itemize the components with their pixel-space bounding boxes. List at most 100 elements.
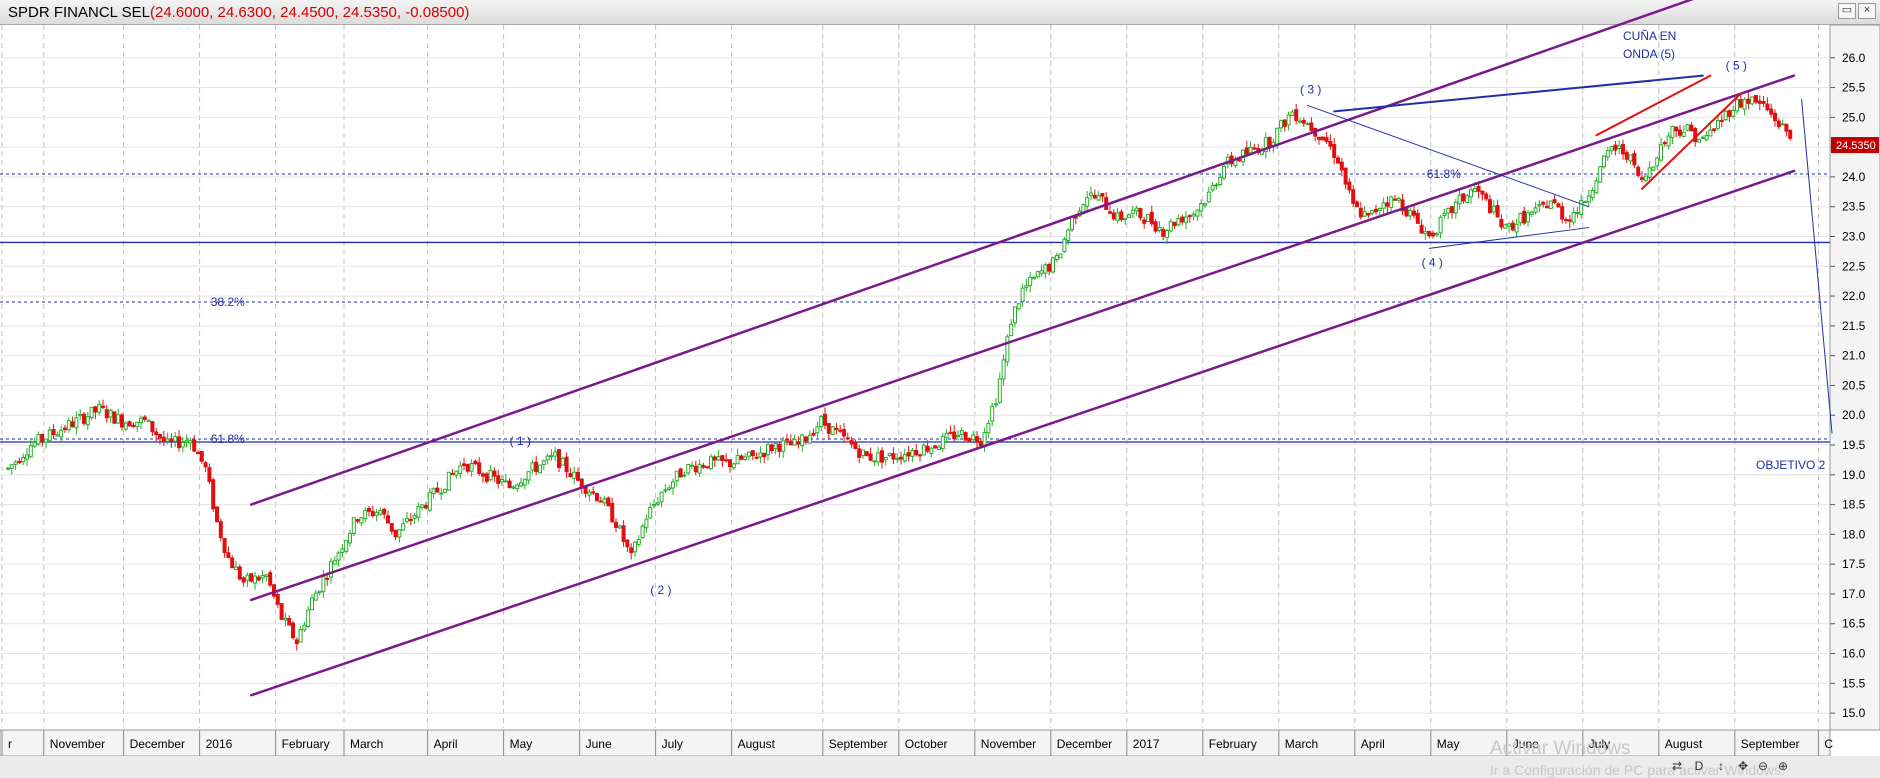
maximize-button[interactable]: ▭	[1838, 3, 1856, 19]
x-tick-label: r	[8, 737, 12, 751]
wave-annotation: ( 1 )	[510, 434, 531, 448]
y-tick-label: 18.0	[1842, 527, 1866, 541]
candle-body	[503, 480, 508, 483]
close-button[interactable]: ×	[1858, 3, 1876, 19]
candle-body	[1187, 215, 1192, 218]
candle-body	[321, 576, 326, 593]
candle-body	[678, 468, 683, 478]
candle-body	[602, 498, 607, 504]
candle-body	[1533, 207, 1538, 213]
y-tick-label: 22.0	[1842, 289, 1866, 303]
zoom-out-icon[interactable]: ⊖	[1757, 759, 1769, 773]
candle-body	[1362, 211, 1367, 217]
candle-body	[1146, 214, 1150, 223]
candle-body	[127, 421, 132, 427]
candle-body	[1465, 195, 1470, 203]
candle-body	[1347, 181, 1352, 191]
candle-body	[211, 479, 216, 510]
candle-body	[857, 448, 862, 458]
candle-body	[1666, 135, 1671, 147]
vertical-resize-icon[interactable]: ↕	[1718, 759, 1724, 773]
candle-body	[1678, 129, 1682, 136]
candle-body	[614, 521, 618, 529]
pan-icon[interactable]: ✥	[1737, 759, 1749, 773]
candle-body	[287, 617, 292, 626]
candle-body	[1708, 129, 1713, 137]
candle-body	[101, 405, 105, 408]
candle-body	[9, 464, 14, 469]
candle-body	[1396, 197, 1401, 201]
candle-body	[1564, 219, 1568, 222]
zoom-in-icon[interactable]: ⊕	[1777, 759, 1789, 773]
candle-body	[534, 461, 539, 472]
y-tick-label: 16.0	[1842, 647, 1866, 661]
candle-body	[481, 473, 485, 477]
candle-body	[750, 450, 755, 457]
candle-body	[838, 429, 843, 432]
candle-body	[477, 462, 482, 475]
candle-body	[861, 449, 865, 456]
candle-body	[306, 609, 311, 627]
candle-body	[302, 624, 307, 631]
candle-body	[1127, 214, 1131, 218]
candle-body	[1248, 146, 1253, 154]
candle-body	[758, 452, 763, 458]
candle-body	[522, 478, 527, 486]
candle-body	[1742, 98, 1747, 110]
candle-body	[1051, 257, 1055, 273]
candle-body	[925, 445, 930, 452]
candle-body	[1716, 120, 1720, 129]
candle-body	[815, 426, 820, 434]
candle-body	[1370, 210, 1375, 214]
candle-body	[1510, 222, 1515, 231]
candle-body	[1009, 323, 1014, 337]
period-button[interactable]: D	[1694, 759, 1704, 773]
candle-body	[1526, 212, 1530, 223]
candle-body	[1594, 180, 1599, 194]
y-tick-label: 17.5	[1842, 557, 1866, 571]
candle-body	[1244, 147, 1249, 155]
candle-body	[1389, 196, 1394, 208]
candle-body	[1199, 202, 1204, 212]
candle-body	[355, 519, 360, 522]
candle-body	[595, 492, 599, 502]
candle-body	[1548, 200, 1553, 210]
candle-body	[644, 518, 649, 529]
candle-body	[773, 443, 778, 450]
candle-body	[1206, 191, 1211, 203]
candle-body	[811, 432, 816, 436]
candle-body	[25, 454, 29, 460]
candle-body	[1035, 271, 1040, 277]
x-tick-label: July	[1589, 737, 1610, 751]
candle-body	[887, 453, 892, 456]
x-tick-label: August	[1665, 737, 1703, 751]
candle-body	[1252, 147, 1257, 150]
sync-icon[interactable]: ⇄	[1671, 759, 1683, 773]
candle-body	[591, 491, 596, 494]
candle-body	[1404, 208, 1409, 217]
candle-body	[1092, 194, 1097, 199]
fib-level-label: 61.8%	[1427, 167, 1461, 181]
candle-body	[253, 575, 257, 584]
candle-body	[28, 445, 33, 458]
candle-body	[686, 463, 691, 474]
candle-body	[1522, 210, 1527, 224]
candle-body	[1184, 216, 1188, 223]
candle-body	[135, 421, 140, 428]
candle-body	[701, 465, 706, 468]
candle-body	[222, 537, 227, 553]
candle-body	[1727, 110, 1732, 117]
candle-body	[899, 456, 903, 460]
trendline	[1333, 74, 1704, 113]
candle-body	[154, 431, 159, 436]
candle-body	[720, 455, 725, 462]
candle-body	[1640, 177, 1644, 180]
candle-body	[401, 523, 406, 531]
candle-body	[1176, 218, 1181, 226]
candle-body	[1309, 122, 1314, 131]
candle-body	[747, 451, 751, 457]
candle-body	[1089, 192, 1093, 196]
candle-body	[1560, 206, 1565, 220]
candle-body	[70, 421, 75, 428]
